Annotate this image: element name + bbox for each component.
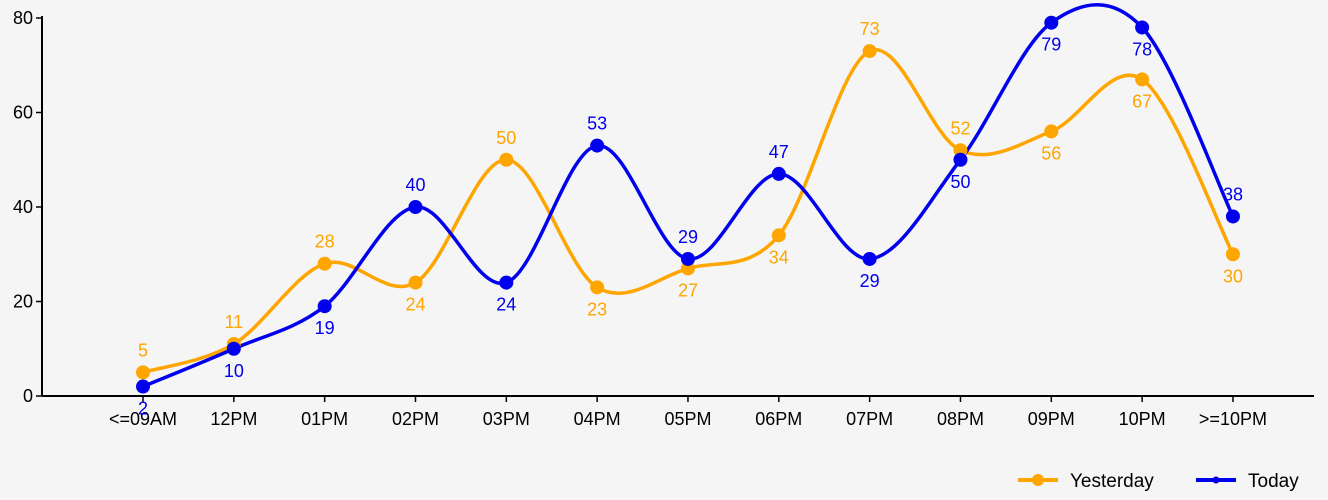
x-tick-label: 05PM: [664, 409, 711, 429]
x-tick-label: 01PM: [301, 409, 348, 429]
data-label-yesterday: 24: [405, 295, 425, 315]
data-label-yesterday: 67: [1132, 91, 1152, 111]
data-point-today: [953, 152, 968, 167]
data-point-today: [590, 138, 605, 153]
legend-marker-today: [1212, 476, 1220, 484]
data-point-today: [499, 275, 514, 290]
data-label-yesterday: 56: [1041, 143, 1061, 163]
y-tick-label: 80: [13, 8, 33, 28]
data-point-yesterday: [1135, 72, 1150, 87]
data-label-yesterday: 52: [950, 118, 970, 138]
axes: 0 20 40 60 80 <=09AM 12PM 01PM 02PM 03PM 04PM 05PM…: [13, 8, 1314, 429]
x-tick-label: 12PM: [210, 409, 257, 429]
x-axis-ticks: <=09AM 12PM 01PM 02PM 03PM 04PM 05PM 06PM 07PM 08…: [109, 396, 1267, 429]
data-label-today: 10: [224, 361, 244, 381]
data-label-today: 79: [1041, 35, 1061, 55]
data-point-today: [136, 379, 150, 394]
x-tick-label: 02PM: [392, 409, 439, 429]
data-point-yesterday: [1225, 247, 1240, 262]
x-tick-label: <=09AM: [109, 409, 177, 429]
legend-marker-yesterday: [1032, 474, 1044, 486]
data-point-yesterday: [862, 44, 877, 59]
y-tick-label: 60: [13, 103, 33, 123]
x-tick-label: 08PM: [937, 409, 984, 429]
data-point-today: [1135, 20, 1150, 35]
data-point-yesterday: [408, 275, 423, 290]
data-label-today: 78: [1132, 39, 1152, 59]
data-label-yesterday: 73: [860, 19, 880, 39]
data-label-yesterday: 28: [315, 232, 335, 252]
data-point-today: [1044, 15, 1059, 30]
data-labels-layer: 5 11 28 24 50 23 27 34 73 52 56 67 30 2 10 19 40 24 53 29 47…: [138, 19, 1243, 418]
data-point-yesterday: [499, 152, 514, 167]
data-label-today: 47: [769, 142, 789, 162]
x-tick-label: >=10PM: [1199, 409, 1267, 429]
x-tick-label: 06PM: [755, 409, 802, 429]
data-label-today: 2: [138, 399, 148, 419]
data-label-yesterday: 11: [224, 312, 243, 332]
legend-label-today: Today: [1248, 471, 1299, 492]
legend-label-yesterday: Yesterday: [1070, 471, 1154, 492]
data-point-today: [862, 251, 877, 266]
data-label-today: 29: [678, 227, 698, 247]
data-label-today: 50: [950, 172, 970, 192]
data-label-yesterday: 34: [769, 247, 789, 267]
data-point-today: [680, 251, 695, 266]
data-point-yesterday: [1044, 124, 1059, 139]
y-tick-label: 0: [23, 386, 33, 406]
x-tick-label: 09PM: [1028, 409, 1075, 429]
data-label-yesterday: 23: [587, 299, 607, 319]
series-line-yesterday: [142, 47, 1235, 375]
data-point-today: [771, 166, 786, 181]
data-point-today: [1225, 209, 1240, 224]
data-label-today: 38: [1223, 184, 1243, 204]
data-point-today: [317, 299, 332, 314]
data-point-today: [226, 341, 241, 356]
data-label-today: 40: [405, 175, 425, 195]
data-point-yesterday: [590, 280, 605, 295]
legend[interactable]: Yesterday Today: [1018, 471, 1299, 492]
data-point-yesterday: [317, 256, 332, 271]
data-label-today: 24: [496, 295, 516, 315]
data-label-today: 29: [860, 271, 880, 291]
data-label-today: 19: [315, 318, 335, 338]
x-tick-label: 04PM: [574, 409, 621, 429]
data-point-yesterday: [771, 228, 786, 243]
series-line-today: [142, 3, 1235, 389]
data-label-yesterday: 27: [678, 280, 698, 300]
data-label-yesterday: 30: [1223, 266, 1243, 286]
legend-item-yesterday[interactable]: Yesterday: [1018, 471, 1154, 492]
x-tick-label: 03PM: [483, 409, 530, 429]
data-label-yesterday: 5: [138, 340, 148, 360]
data-point-today: [408, 200, 423, 214]
data-point-yesterday: [136, 365, 150, 380]
y-tick-label: 20: [13, 292, 33, 312]
data-label-yesterday: 50: [496, 128, 516, 148]
data-label-today: 53: [587, 114, 607, 134]
series-layer: [136, 3, 1240, 394]
y-axis-ticks: 0 20 40 60 80: [13, 8, 42, 406]
legend-item-today[interactable]: Today: [1196, 471, 1299, 492]
x-tick-label: 10PM: [1119, 409, 1166, 429]
x-tick-label: 07PM: [846, 409, 893, 429]
y-tick-label: 40: [13, 197, 33, 217]
